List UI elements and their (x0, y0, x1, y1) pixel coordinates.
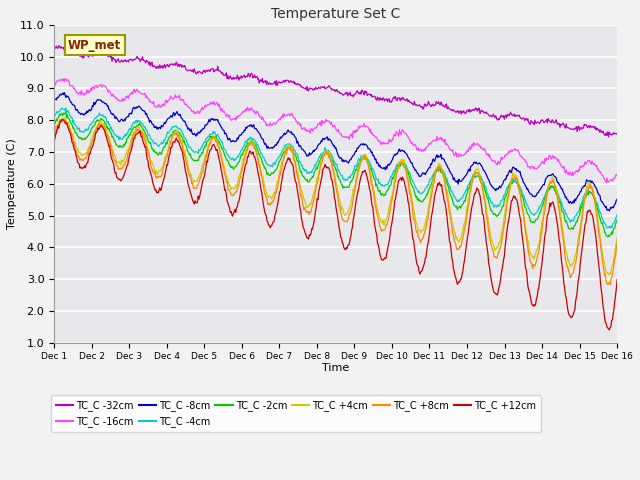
Legend: TC_C -32cm, TC_C -16cm, TC_C -8cm, TC_C -4cm, TC_C -2cm, TC_C +4cm, TC_C +8cm, T: TC_C -32cm, TC_C -16cm, TC_C -8cm, TC_C … (51, 396, 541, 432)
Text: WP_met: WP_met (68, 39, 122, 52)
Y-axis label: Temperature (C): Temperature (C) (7, 138, 17, 229)
Title: Temperature Set C: Temperature Set C (271, 7, 400, 21)
X-axis label: Time: Time (322, 363, 349, 373)
